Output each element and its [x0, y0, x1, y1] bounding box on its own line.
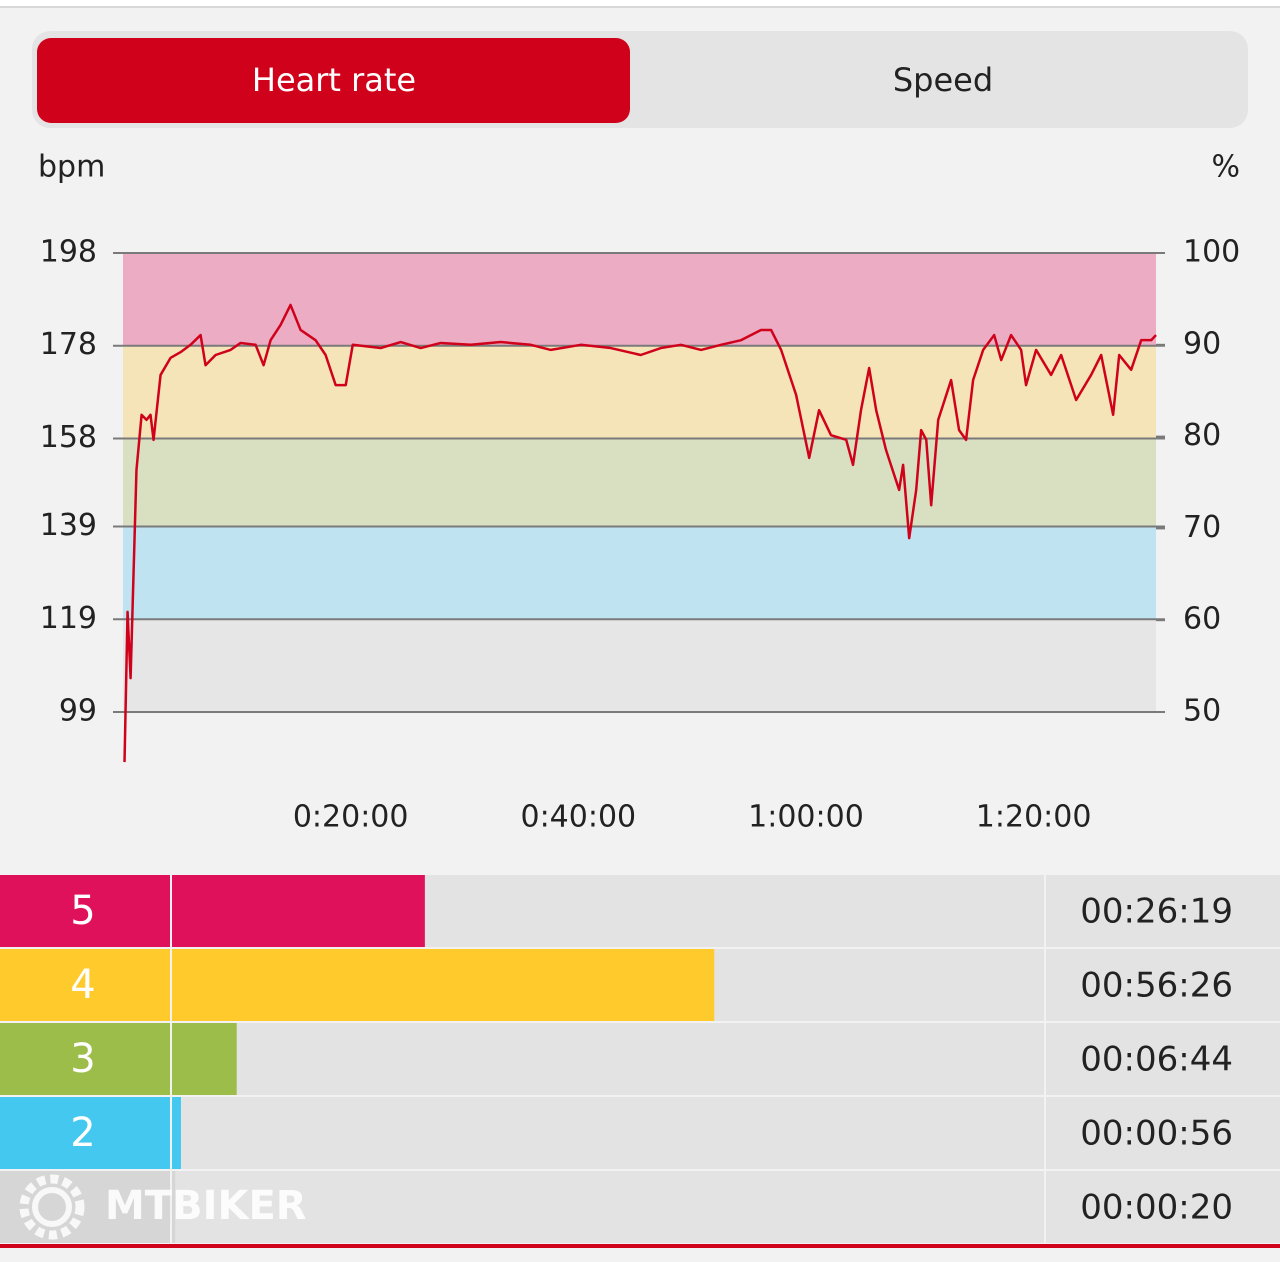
zone-label-box: [0, 875, 170, 947]
y-tick-label: 99: [59, 694, 97, 729]
y-tick-label: 198: [40, 235, 97, 270]
zone-time-cell: [1046, 1171, 1280, 1243]
tab-label[interactable]: Speed: [893, 61, 993, 99]
zone-band: [123, 526, 1156, 620]
zone-time: 00:00:56: [1080, 1114, 1233, 1154]
zone-band: [123, 345, 1156, 439]
y2-axis-label: %: [1211, 150, 1240, 185]
zone-name: 2: [70, 1110, 95, 1156]
x-tick-label: 1:00:00: [748, 800, 864, 835]
zone-band: [123, 438, 1156, 527]
zone-time: 00:06:44: [1080, 1040, 1233, 1080]
y2-tick-label: 50: [1183, 694, 1221, 729]
y-axis-label: bpm: [38, 150, 105, 185]
zone-label-box: [0, 1097, 170, 1169]
zone-track: [172, 1097, 1044, 1169]
watermark: MTBIKER: [105, 1183, 307, 1229]
zone-band: [123, 253, 1156, 346]
zone-label-box: [0, 1171, 170, 1243]
zone-track: [172, 1023, 1044, 1095]
zone-time-cell: [1046, 875, 1280, 947]
zone-track: [172, 1171, 1044, 1243]
zone-time-cell: [1046, 1097, 1280, 1169]
y-tick-label: 119: [40, 601, 97, 636]
y2-tick-label: 70: [1183, 510, 1221, 545]
zone-bar: [172, 1023, 237, 1095]
heart-rate-line: [123, 303, 1157, 763]
y2-tick-label: 90: [1183, 326, 1221, 361]
y-tick-label: 178: [40, 327, 97, 362]
y-tick-label: 158: [40, 420, 97, 455]
x-tick-label: 0:20:00: [293, 800, 409, 835]
zone-name: 4: [70, 962, 95, 1008]
zone-time: 00:00:20: [1080, 1188, 1233, 1228]
zone-bar: [172, 1171, 176, 1243]
zone-time: 00:26:19: [1080, 892, 1233, 932]
zone-time-cell: [1046, 949, 1280, 1021]
y-tick-label: 139: [40, 508, 97, 543]
zone-label-box: [0, 1023, 170, 1095]
zone-bar: [172, 949, 715, 1021]
zone-time-cell: [1046, 1023, 1280, 1095]
zone-time: 00:56:26: [1080, 966, 1233, 1006]
x-tick-label: 0:40:00: [520, 800, 636, 835]
zone-label-box: [0, 949, 170, 1021]
y2-tick-label: 100: [1183, 235, 1240, 270]
tab-label[interactable]: Heart rate: [252, 61, 416, 99]
zone-name: 3: [70, 1036, 95, 1082]
y2-tick-label: 80: [1183, 418, 1221, 453]
top-shadow: [0, 6, 1280, 8]
tab-active[interactable]: [37, 38, 630, 123]
bottom-line: [0, 1244, 1280, 1248]
zone-bar: [172, 1097, 181, 1169]
zone-band: [123, 619, 1156, 712]
zone-name: 5: [70, 888, 95, 934]
zone-bar: [172, 875, 425, 947]
top-bar: [0, 0, 1280, 6]
watermark-logo: [19, 1174, 85, 1240]
y2-tick-label: 60: [1183, 602, 1221, 637]
x-tick-label: 1:20:00: [976, 800, 1092, 835]
